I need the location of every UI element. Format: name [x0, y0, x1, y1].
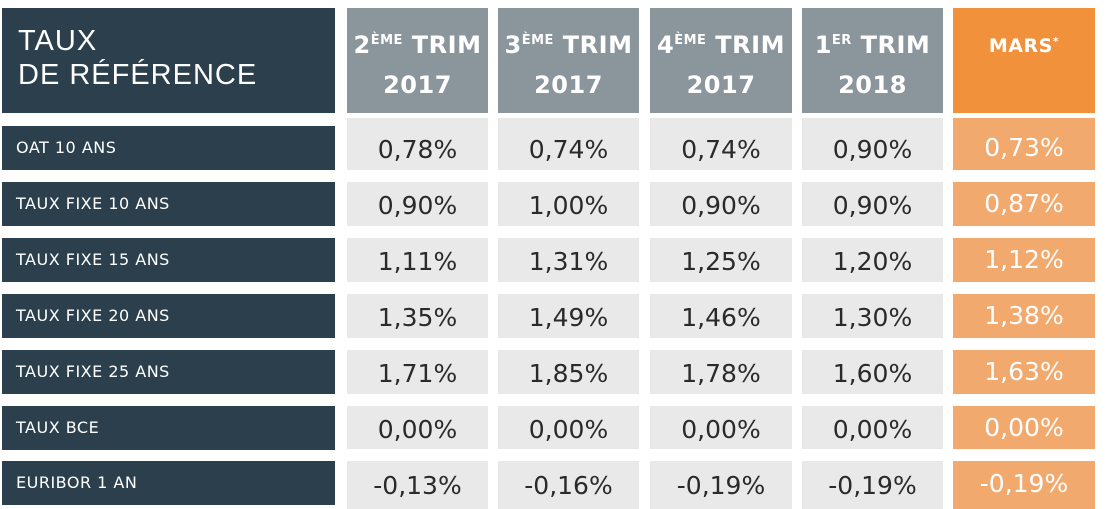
- table-cell: 1,78%: [681, 359, 761, 388]
- table-cell: 1,46%: [681, 303, 761, 332]
- table-cell: 1,31%: [528, 247, 609, 276]
- column-background: [498, 118, 639, 509]
- row-label-taux-bce: TAUX BCE: [2, 406, 335, 450]
- column-background: [650, 118, 792, 509]
- row-label-euribor-1-an: EURIBOR 1 AN: [2, 461, 335, 505]
- row-label-oat-10-ans: OAT 10 ANS: [2, 126, 335, 170]
- title-line-1: TAUX: [18, 25, 98, 57]
- column-background: [347, 118, 488, 509]
- column-header-q1-2018: 1ER TRIM 2018: [802, 8, 943, 113]
- table-cell: 0,74%: [681, 135, 761, 164]
- table-cell-highlight: 0,73%: [984, 133, 1064, 162]
- table-cell: 0,90%: [681, 191, 761, 220]
- table-cell: 1,35%: [377, 303, 458, 332]
- table-cell: 1,71%: [377, 359, 458, 388]
- table-cell: 0,90%: [832, 191, 913, 220]
- table-cell: 0,78%: [377, 135, 458, 164]
- table-cell: 1,85%: [528, 359, 609, 388]
- row-label-taux-fixe-15-ans: TAUX FIXE 15 ANS: [2, 238, 335, 282]
- table-cell-highlight: 1,38%: [984, 301, 1064, 330]
- table-cell-highlight: -0,19%: [979, 469, 1069, 498]
- table-cell-highlight: 0,00%: [984, 413, 1064, 442]
- table-cell: 0,00%: [681, 415, 761, 444]
- table-cell: 1,60%: [832, 359, 913, 388]
- table-cell: 0,90%: [377, 191, 458, 220]
- table-cell: -0,19%: [828, 471, 917, 500]
- column-header-q4-2017: 4ÈME TRIM 2017: [650, 8, 792, 113]
- column-header-q2-2017: 2ÈME TRIM 2017: [347, 8, 488, 113]
- column-header-mars: MARS*: [953, 8, 1095, 113]
- row-label-taux-fixe-25-ans: TAUX FIXE 25 ANS: [2, 350, 335, 394]
- row-separator: [340, 226, 1106, 238]
- row-separator: [340, 170, 1106, 182]
- row-label-taux-fixe-20-ans: TAUX FIXE 20 ANS: [2, 294, 335, 338]
- table-cell: -0,19%: [676, 471, 766, 500]
- row-separator: [340, 338, 1106, 350]
- table-cell: -0,13%: [373, 471, 462, 500]
- table-cell: 0,00%: [528, 415, 609, 444]
- row-label-taux-fixe-10-ans: TAUX FIXE 10 ANS: [2, 182, 335, 226]
- highlight-column-background: [953, 118, 1095, 509]
- table-cell: 1,25%: [681, 247, 761, 276]
- table-cell: 1,20%: [832, 247, 913, 276]
- row-separator: [340, 449, 1106, 461]
- row-separator: [340, 282, 1106, 294]
- table-cell-highlight: 1,12%: [984, 245, 1064, 274]
- column-header-q3-2017: 3ÈME TRIM 2017: [498, 8, 639, 113]
- table-cell: 1,00%: [528, 191, 609, 220]
- table-cell: 1,49%: [528, 303, 609, 332]
- table-title: TAUX DE RÉFÉRENCE: [2, 8, 335, 113]
- table-cell: 1,30%: [832, 303, 913, 332]
- row-separator: [340, 394, 1106, 406]
- table-cell: 0,00%: [832, 415, 913, 444]
- table-cell: 0,90%: [832, 135, 913, 164]
- title-line-2: DE RÉFÉRENCE: [18, 59, 258, 91]
- table-cell: -0,16%: [524, 471, 613, 500]
- table-cell-highlight: 1,63%: [984, 357, 1064, 386]
- table-cell: 0,00%: [377, 415, 458, 444]
- table-cell: 1,11%: [377, 247, 458, 276]
- column-background: [802, 118, 943, 509]
- table-cell: 0,74%: [528, 135, 609, 164]
- table-cell-highlight: 0,87%: [984, 189, 1064, 218]
